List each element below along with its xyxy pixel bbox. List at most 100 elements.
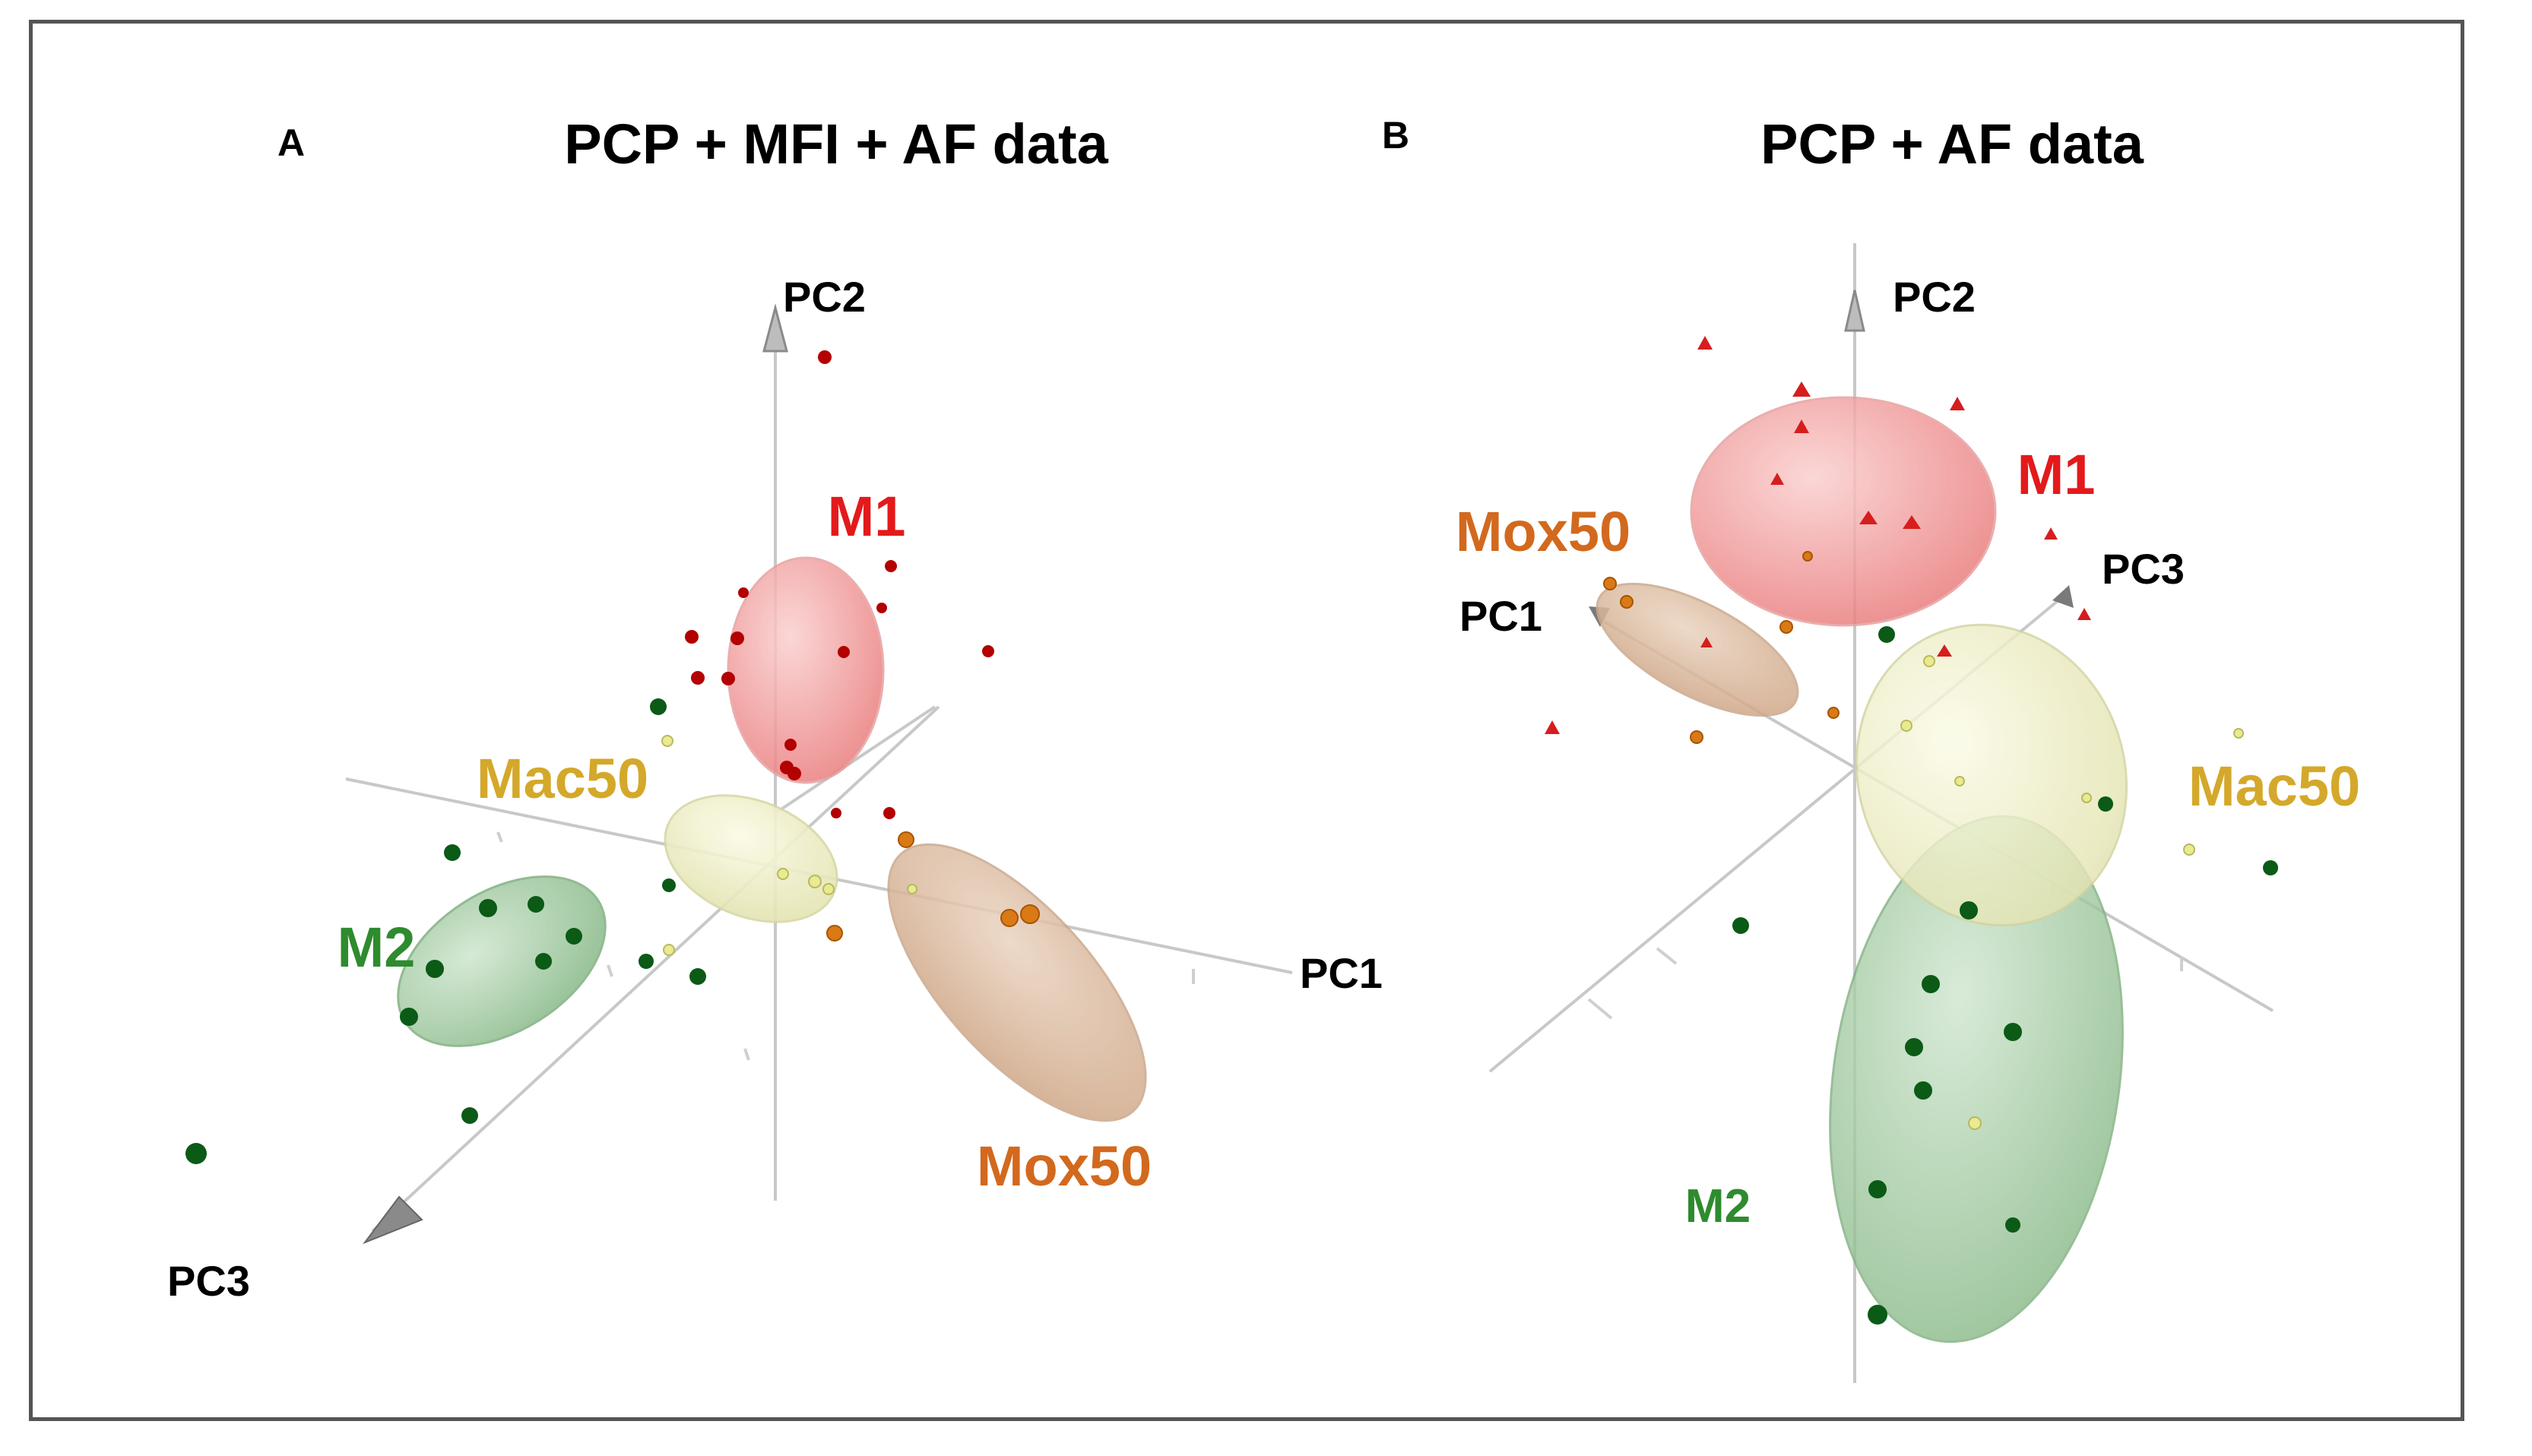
- panel-a-mac50-point: [663, 944, 675, 956]
- panel-b-pc1-label: PC1: [1459, 592, 1542, 640]
- panel-a-letter: A: [277, 122, 305, 164]
- panel-b-mac50-point: [1954, 776, 1965, 787]
- panel-a-mox50-point: [1020, 904, 1040, 924]
- panel-a-m2-point: [400, 1008, 418, 1026]
- panel-a-m1-point: [685, 630, 699, 644]
- panel-a-m2-point: [528, 896, 544, 913]
- panel-b-pc2-arrowhead: [1844, 290, 1865, 332]
- panel-a-m1-label: M1: [828, 485, 906, 548]
- panel-a-m2-point: [444, 844, 461, 861]
- panel-a-m2-point: [650, 698, 667, 715]
- panel-b-title: PCP + AF data: [1760, 112, 2144, 176]
- panel-a-m2-point: [639, 954, 654, 969]
- panel-a-m1-ellipse: [727, 556, 885, 784]
- panel-b-mox50-point: [1620, 595, 1634, 609]
- panel-a-m2-point: [185, 1143, 207, 1164]
- panel-b-m2-point: [1960, 901, 1978, 919]
- panel-a-mac50-ellipse: [664, 794, 838, 923]
- panel-a-mox50-ellipse: [887, 843, 1147, 1122]
- panel-b-m2-point: [1914, 1081, 1932, 1100]
- panel-a-m1-point: [787, 767, 801, 780]
- panel-b-m2-points: [1732, 626, 2278, 1325]
- panel-a-mac50-label: Mac50: [477, 747, 648, 810]
- panel-a-pc3-label: PC3: [167, 1257, 250, 1305]
- panel-b-m1-point: [1794, 419, 1809, 433]
- panel-b-m2-label: M2: [1685, 1180, 1751, 1233]
- panel-b-pc2-label: PC2: [1893, 273, 1976, 321]
- panel-b-mox50-label: Mox50: [1456, 500, 1630, 563]
- panel-b-mac50-points: [1900, 655, 2244, 1130]
- panel-a-mox50-point: [898, 831, 914, 848]
- panel-b-mac50-point: [2081, 793, 2092, 803]
- panel-b-m1-point: [2077, 608, 2091, 620]
- panel-b-mac50-point: [2233, 728, 2244, 739]
- panel-a-mac50-point: [822, 883, 835, 895]
- panel-a-m2-point: [689, 968, 706, 985]
- panel-a-m2-point: [535, 953, 552, 970]
- panel-a-m1-point: [721, 672, 735, 685]
- panel-b-m2-point: [2263, 860, 2278, 875]
- panel-a-m1-point: [885, 560, 897, 572]
- panel-b-m1-point: [1697, 336, 1713, 350]
- panel-b-mac50-point: [1968, 1116, 1982, 1130]
- panel-b-m2-point: [1922, 975, 1940, 993]
- panel-b-m1-point: [1770, 473, 1784, 485]
- panel-a-tick: [607, 964, 613, 977]
- panel-b-mac50-point: [1923, 655, 1935, 667]
- panel-a-tick: [743, 1048, 750, 1061]
- panel-b-pc3-arrowhead: [2052, 585, 2074, 608]
- panel-b-m1-point: [1903, 515, 1921, 529]
- panel-a-m2-points: [185, 698, 706, 1164]
- panel-a: A PCP + MFI + AF data PC2 PC1 PC3: [167, 112, 1383, 1305]
- panel-a-m1-points: [685, 350, 994, 819]
- panel-b-m2-point: [1868, 1305, 1887, 1325]
- panel-b-m1-point: [1859, 511, 1878, 524]
- panel-a-m1-point: [784, 739, 797, 751]
- panel-b-m2-point: [2004, 1023, 2022, 1041]
- panel-b-mox50-point: [1827, 707, 1840, 719]
- panel-b-mac50-point: [2183, 844, 2195, 856]
- panel-b-m1-ellipse: [1690, 396, 1997, 627]
- panel-a-pc2-arrowhead: [762, 303, 788, 353]
- panel-b-m2-point: [1868, 1180, 1887, 1198]
- panel-a-diag-axis: [774, 705, 936, 815]
- panel-a-pc2-label: PC2: [783, 273, 866, 321]
- panel-b-m1-point: [1937, 644, 1952, 657]
- panel-a-m2-point: [461, 1107, 478, 1124]
- panel-b-mac50-ellipse: [1855, 623, 2128, 927]
- panel-b-mox50-ellipse: [1596, 582, 1799, 717]
- panel-a-pc1-label: PC1: [1300, 949, 1383, 997]
- panel-b-m2-point: [1878, 626, 1895, 643]
- panel-a-mac50-point: [661, 735, 673, 747]
- panel-b: B PCP + AF data PC2 PC1 PC3: [1382, 112, 2360, 1383]
- panel-a-m2-point: [662, 878, 676, 892]
- panel-b-mox50-point: [1802, 551, 1813, 562]
- panel-a-pc3-axis: [371, 705, 940, 1233]
- panel-a-mac50-point: [907, 884, 917, 894]
- panel-b-mac50-point: [1900, 720, 1912, 732]
- panel-b-mac50-label: Mac50: [2188, 755, 2360, 818]
- panel-b-m1-label: M1: [2017, 443, 2096, 506]
- panel-a-mac50-point: [808, 875, 822, 888]
- panel-a-m1-point: [838, 646, 850, 658]
- panel-b-m2-point: [2005, 1217, 2020, 1233]
- panel-a-m2-label: M2: [337, 916, 416, 979]
- panel-b-tick: [1656, 947, 1678, 965]
- panel-a-m2-point: [426, 960, 444, 978]
- panel-b-m2-point: [1732, 917, 1749, 934]
- panel-a-tick: [496, 831, 503, 843]
- panel-b-m1-point: [2044, 527, 2058, 540]
- panel-b-tick: [1587, 998, 1613, 1020]
- panel-b-mox50-point: [1690, 730, 1703, 744]
- panel-a-pc3-arrowhead: [363, 1195, 423, 1245]
- panel-a-m1-point: [691, 671, 705, 685]
- panel-a-title: PCP + MFI + AF data: [564, 112, 1108, 176]
- panel-b-m1-point: [1545, 720, 1560, 734]
- panel-a-mox50-label: Mox50: [977, 1135, 1152, 1198]
- panel-b-m1-point: [1700, 637, 1713, 647]
- panel-b-pc3-label: PC3: [2102, 545, 2185, 593]
- panel-a-mox50-points: [826, 831, 1040, 942]
- panel-b-letter: B: [1382, 114, 1409, 157]
- panel-a-m1-point: [738, 587, 749, 598]
- panel-a-mac50-points: [661, 735, 917, 956]
